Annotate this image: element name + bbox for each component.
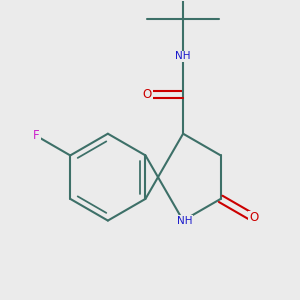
Text: O: O <box>143 88 152 101</box>
Text: F: F <box>33 129 40 142</box>
Text: O: O <box>249 212 258 224</box>
Text: NH: NH <box>175 51 191 62</box>
Text: NH: NH <box>177 216 193 226</box>
